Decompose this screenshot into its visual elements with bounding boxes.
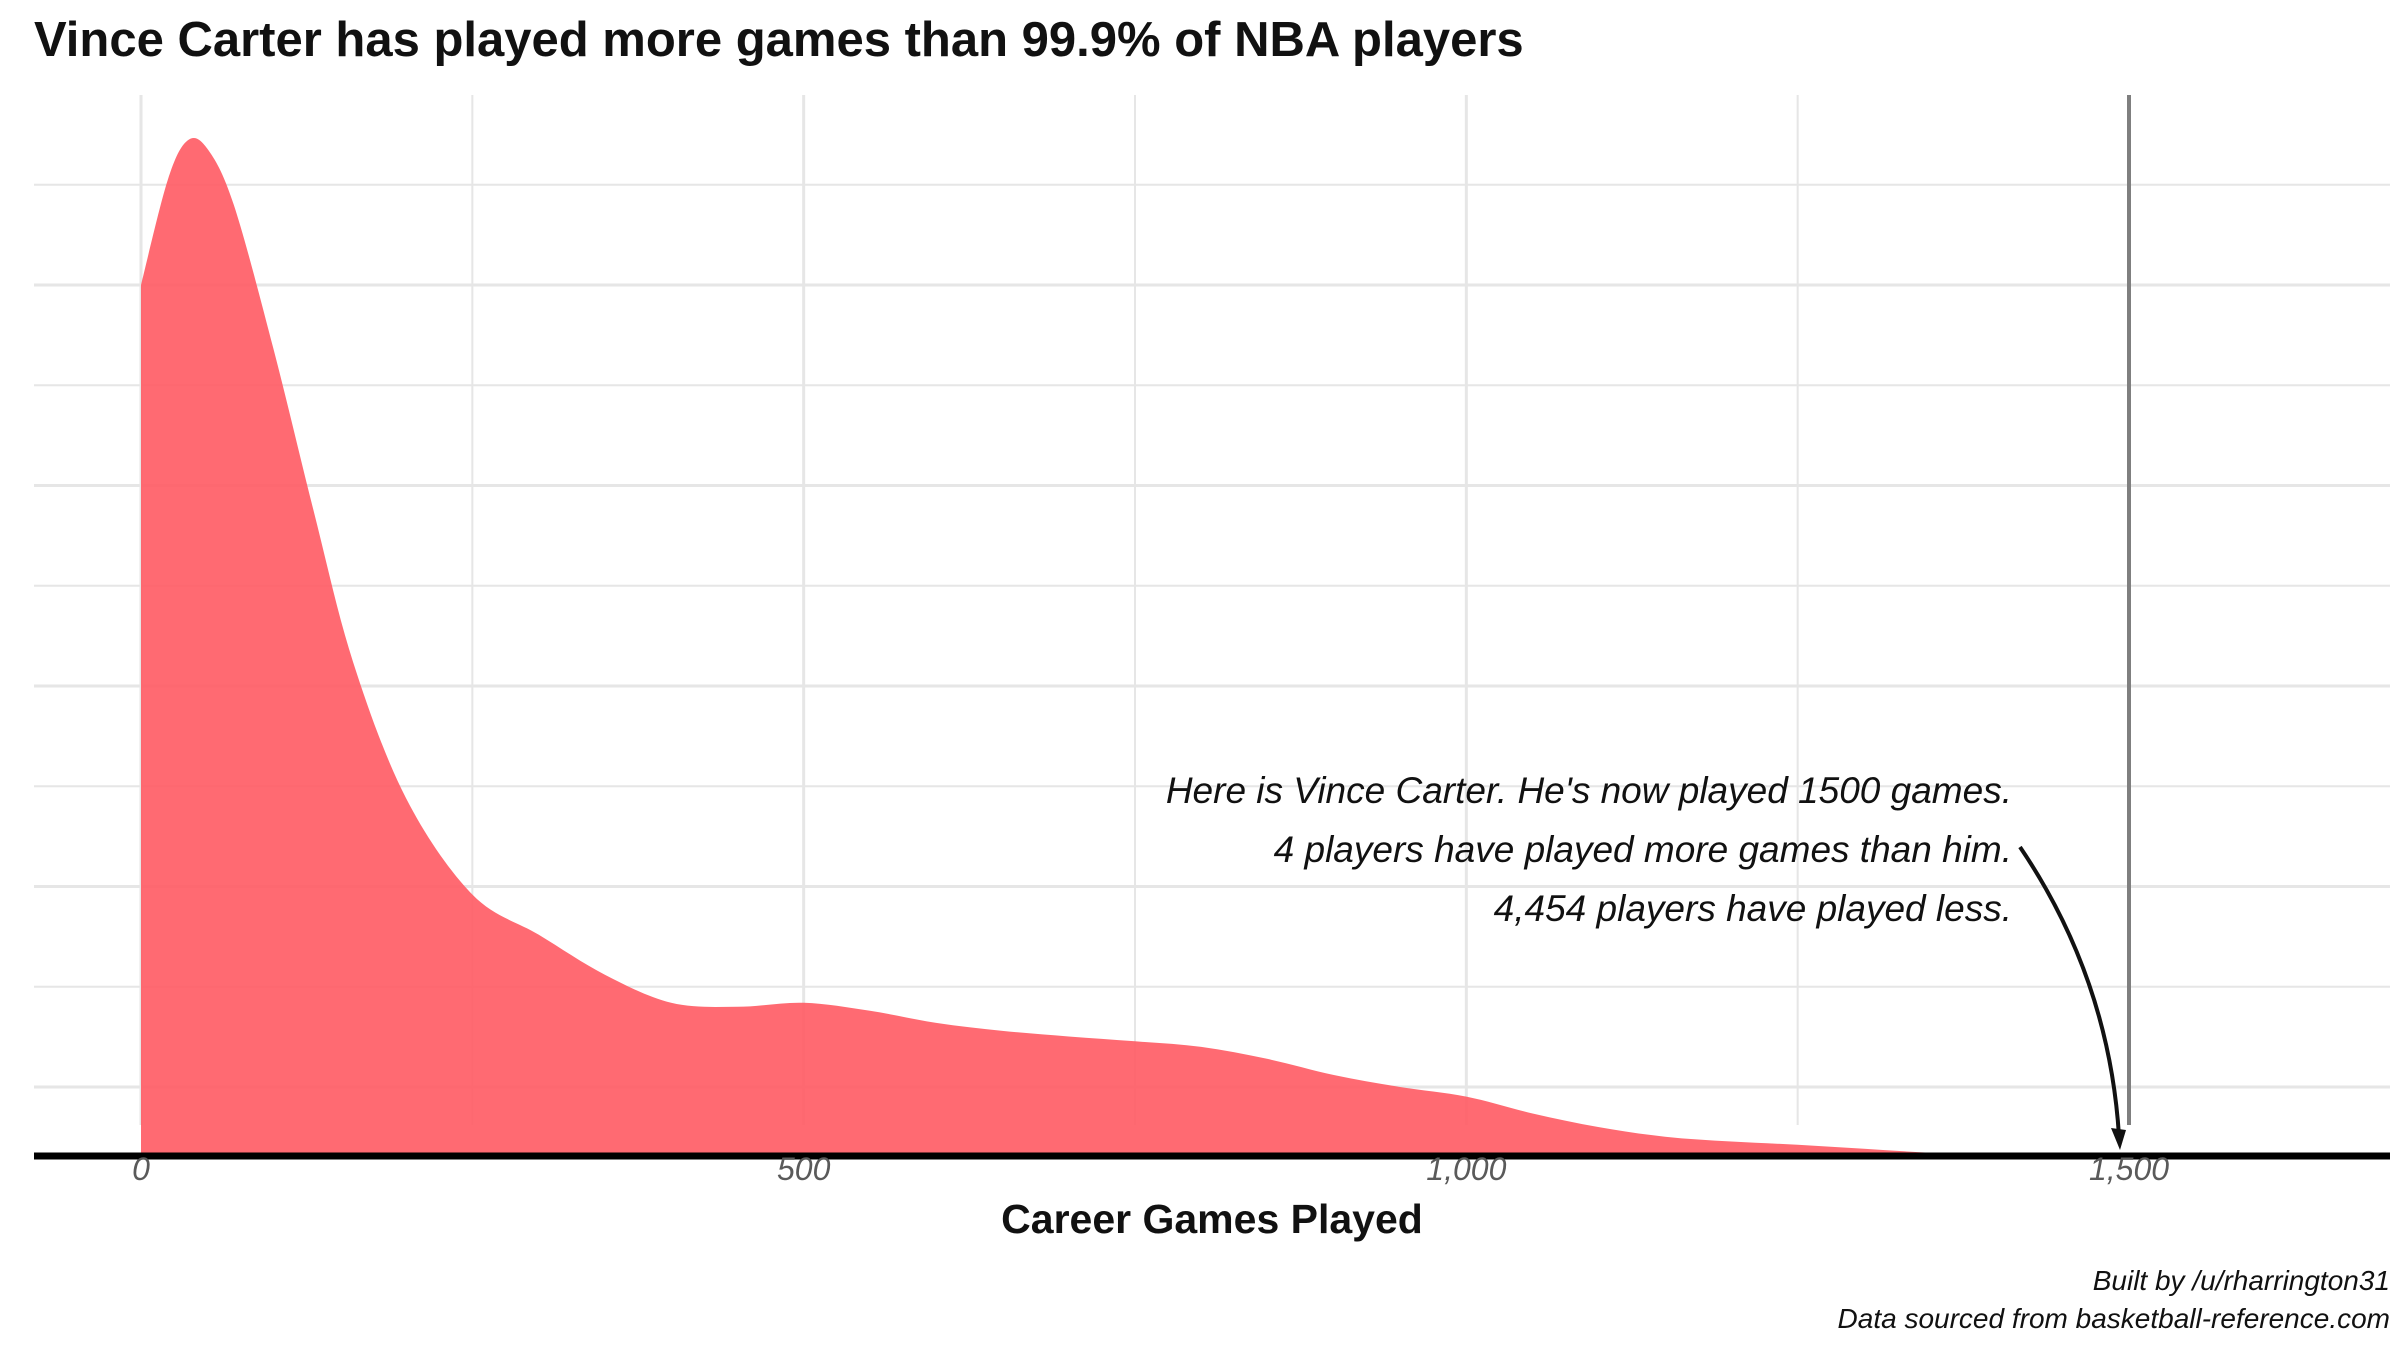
- annotation-line-3: 4,454 players have played less.: [1494, 888, 2012, 929]
- annotation-arrowhead: [2111, 1127, 2126, 1150]
- annotation-line-2: 4 players have played more games than hi…: [1274, 829, 2012, 870]
- x-tick-labels: 0 500 1,000 1,500: [132, 1151, 2169, 1187]
- x-axis-title: Career Games Played: [1001, 1196, 1423, 1242]
- x-tick-label: 1,500: [2089, 1151, 2169, 1187]
- caption-source: Data sourced from basketball-reference.c…: [1838, 1303, 2390, 1334]
- x-tick-label: 1,000: [1426, 1151, 1506, 1187]
- annotation: Here is Vince Carter. He's now played 15…: [1166, 770, 2126, 1150]
- annotation-line-1: Here is Vince Carter. He's now played 15…: [1166, 770, 2012, 811]
- annotation-arrow: [2018, 845, 2121, 1137]
- caption-credit: Built by /u/rharrington31: [2093, 1265, 2390, 1296]
- x-tick-label: 500: [777, 1151, 831, 1187]
- density-area: [141, 137, 2129, 1157]
- x-tick-label: 0: [132, 1151, 150, 1187]
- chart-title: Vince Carter has played more games than …: [34, 13, 1524, 67]
